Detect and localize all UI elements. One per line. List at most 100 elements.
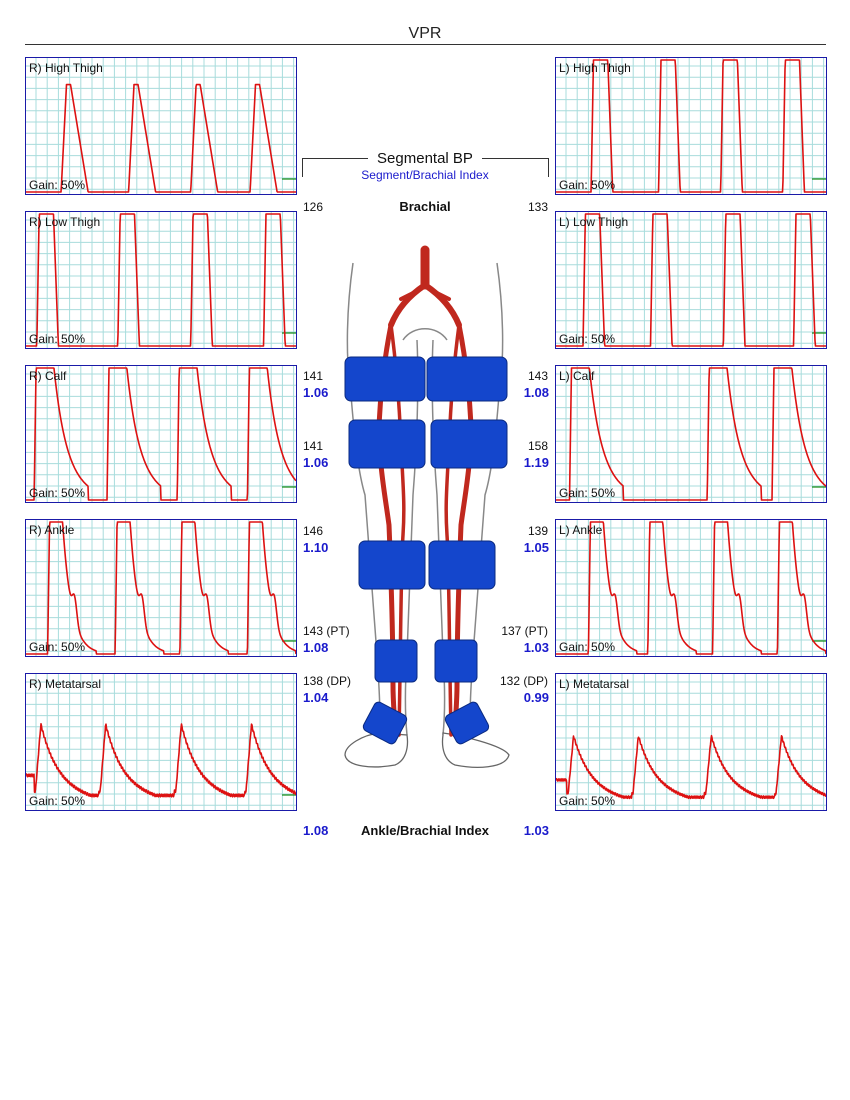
header-bracket-right <box>482 158 548 159</box>
panel-label: R) Ankle <box>29 523 75 537</box>
grid <box>556 58 826 194</box>
brachial-right-value: 126 <box>303 200 324 214</box>
leg-outline <box>346 262 504 736</box>
panel-label: L) High Thigh <box>559 61 631 75</box>
waveform-line <box>556 521 826 655</box>
cuff-l-ankle <box>434 639 478 683</box>
l-seg1-pressure: 143 <box>527 369 548 383</box>
l-seg2-pressure: 158 <box>527 439 548 453</box>
bracket-tick-right <box>548 158 549 177</box>
l-seg5-index: 0.99 <box>523 690 549 705</box>
l-seg2-index: 1.19 <box>523 455 549 470</box>
gain-label: Gain: 50% <box>559 640 616 654</box>
waveform-panel-l-ankle: L) Ankle Gain: 50% <box>555 519 827 657</box>
waveform-panel-r-high-thigh: R) High Thigh Gain: 50% <box>25 57 297 195</box>
gain-label: Gain: 50% <box>29 486 86 500</box>
brachial-label: Brachial <box>399 199 451 214</box>
abi-label: Ankle/Brachial Index <box>361 823 489 838</box>
waveform-panel-r-metatarsal: R) Metatarsal Gain: 50% <box>25 673 297 811</box>
cuff-r-ankle <box>374 639 418 683</box>
segmental-bp-title: Segmental BP <box>368 150 482 167</box>
r-seg4-index: 1.08 <box>303 640 329 655</box>
waveform-line <box>26 722 296 798</box>
waveform-line <box>556 367 826 501</box>
panel-label: L) Calf <box>559 369 595 383</box>
waveform-line <box>26 213 296 347</box>
waveform-chart <box>556 366 826 502</box>
waveform-chart <box>556 58 826 194</box>
page-title: VPR <box>408 25 442 42</box>
gain-label: Gain: 50% <box>559 332 616 346</box>
cuff-r-high-thigh <box>344 356 426 402</box>
grid <box>26 366 296 502</box>
r-seg3-index: 1.10 <box>303 540 329 555</box>
cuff-l-high-thigh <box>426 356 508 402</box>
r-seg2-pressure: 141 <box>303 439 324 453</box>
r-seg5-index: 1.04 <box>303 690 329 705</box>
panel-label: R) High Thigh <box>29 61 103 75</box>
grid <box>556 366 826 502</box>
waveform-line <box>556 213 826 347</box>
grid <box>556 212 826 348</box>
gain-label: Gain: 50% <box>29 178 86 192</box>
waveform-line <box>26 83 296 193</box>
waveform-chart <box>556 520 826 656</box>
bracket-tick-left <box>302 158 303 177</box>
grid <box>556 520 826 656</box>
l-seg4-pressure: 137 (PT) <box>501 624 548 638</box>
segmental-bp-subtitle: Segment/Brachial Index <box>361 168 489 182</box>
waveform-chart <box>26 520 296 656</box>
cuff-r-calf <box>358 540 426 590</box>
cuff-r-metatarsal <box>362 701 408 745</box>
l-seg5-pressure: 132 (DP) <box>499 674 548 688</box>
gain-label: Gain: 50% <box>559 794 616 808</box>
waveform-panel-r-calf: R) Calf Gain: 50% <box>25 365 297 503</box>
l-seg3-pressure: 139 <box>527 524 548 538</box>
cuff-l-calf <box>428 540 496 590</box>
r-seg4-pressure: 143 (PT) <box>303 624 350 638</box>
grid <box>26 212 296 348</box>
waveform-panel-l-calf: L) Calf Gain: 50% <box>555 365 827 503</box>
waveform-panel-r-ankle: R) Ankle Gain: 50% <box>25 519 297 657</box>
waveform-chart <box>26 212 296 348</box>
r-seg3-pressure: 146 <box>303 524 324 538</box>
waveform-chart <box>26 366 296 502</box>
panel-label: R) Low Thigh <box>29 215 101 229</box>
gain-label: Gain: 50% <box>29 794 86 808</box>
abi-left-value: 1.03 <box>523 823 549 838</box>
waveform-chart <box>26 674 296 810</box>
waveform-chart <box>556 212 826 348</box>
legs-illustration <box>344 245 510 768</box>
waveform-panel-l-low-thigh: L) Low Thigh Gain: 50% <box>555 211 827 349</box>
waveform-line <box>26 367 296 501</box>
waveform-chart <box>26 58 296 194</box>
gain-label: Gain: 50% <box>559 486 616 500</box>
grid <box>26 58 296 194</box>
r-seg2-index: 1.06 <box>303 455 329 470</box>
waveform-chart <box>556 674 826 810</box>
grid <box>26 520 296 656</box>
l-seg1-index: 1.08 <box>523 385 549 400</box>
cuff-r-low-thigh <box>348 419 426 469</box>
gain-label: Gain: 50% <box>29 640 86 654</box>
r-seg1-pressure: 141 <box>303 369 324 383</box>
cuff-l-low-thigh <box>430 419 508 469</box>
waveform-line <box>556 734 826 800</box>
cuffs <box>344 356 508 745</box>
waveform-panel-l-metatarsal: L) Metatarsal Gain: 50% <box>555 673 827 811</box>
grid <box>556 674 826 810</box>
cuff-l-metatarsal <box>444 701 490 745</box>
panel-label: R) Metatarsal <box>29 677 102 691</box>
l-seg3-index: 1.05 <box>523 540 549 555</box>
abi-right-value: 1.08 <box>303 823 329 838</box>
waveform-panel-r-low-thigh: R) Low Thigh Gain: 50% <box>25 211 297 349</box>
waveform-line <box>26 521 296 655</box>
gain-label: Gain: 50% <box>29 332 86 346</box>
title-divider <box>25 44 826 45</box>
waveform-panel-l-high-thigh: L) High Thigh Gain: 50% <box>555 57 827 195</box>
waveform-line <box>556 59 826 193</box>
panel-label: R) Calf <box>29 369 67 383</box>
panel-label: L) Ankle <box>559 523 603 537</box>
r-seg5-pressure: 138 (DP) <box>303 674 352 688</box>
gain-label: Gain: 50% <box>559 178 616 192</box>
